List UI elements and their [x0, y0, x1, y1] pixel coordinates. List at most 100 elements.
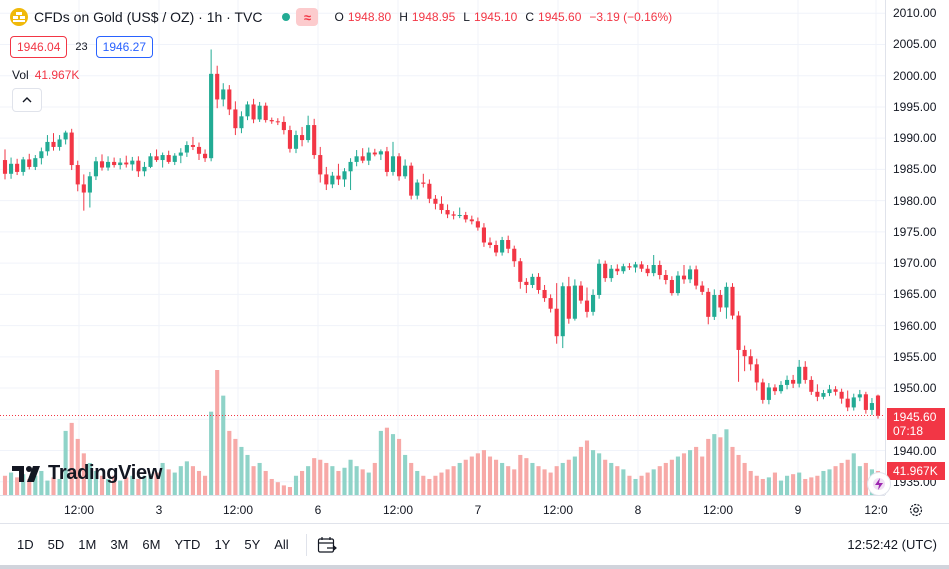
collapse-legend-button[interactable]: [12, 88, 42, 112]
volume-bar: [233, 438, 238, 495]
bottom-border: [0, 565, 949, 569]
volume-bar: [457, 462, 462, 495]
candle-body: [99, 161, 105, 168]
candle-body: [615, 268, 620, 272]
candle-body: [9, 163, 14, 174]
candle-body: [657, 264, 662, 275]
volume-bar: [57, 478, 62, 495]
volume-bar: [178, 466, 183, 495]
volume-bar: [148, 474, 153, 495]
range-button-all[interactable]: All: [274, 537, 289, 552]
flash-icon[interactable]: [867, 472, 891, 496]
volume-bar: [548, 472, 553, 495]
candle-body: [318, 155, 323, 175]
candle-body: [69, 132, 74, 166]
volume-bar: [512, 469, 517, 495]
candle-body: [342, 171, 347, 180]
volume-bar: [130, 475, 135, 495]
gear-icon[interactable]: [906, 500, 926, 520]
candle-body: [87, 176, 92, 193]
range-button-3m[interactable]: 3M: [110, 537, 129, 552]
volume-bar: [463, 459, 468, 495]
price-tick-label: 1950.00: [893, 381, 937, 396]
candle-body: [475, 221, 480, 228]
volume-bar: [772, 472, 777, 495]
candle-body: [572, 285, 577, 319]
volume-bar: [69, 422, 74, 495]
volume-bar: [257, 462, 262, 495]
candle-body: [833, 389, 838, 392]
volume-legend: Vol 41.967K: [12, 68, 79, 82]
range-button-1y[interactable]: 1Y: [214, 537, 231, 552]
chevron-up-icon: [22, 97, 32, 103]
candle-body: [451, 214, 456, 216]
price-tick-label: 1975.00: [893, 224, 937, 239]
range-button-1m[interactable]: 1M: [78, 537, 97, 552]
tradingview-logo-icon: [12, 465, 40, 482]
candle-body: [754, 364, 759, 383]
range-button-5y[interactable]: 5Y: [244, 537, 261, 552]
candle-body: [21, 159, 26, 172]
volume-bar: [791, 474, 796, 495]
candle-body: [336, 175, 341, 180]
time-tick-label: 12:00: [382, 503, 414, 517]
candle-body: [609, 268, 614, 279]
volume-bar: [530, 462, 535, 495]
candle-body: [306, 125, 311, 141]
range-button-1d[interactable]: 1D: [17, 537, 34, 552]
calendar-icon[interactable]: [317, 536, 337, 554]
close-value: 1945.60: [538, 10, 582, 24]
range-button-ytd[interactable]: YTD: [174, 537, 201, 552]
candle-body: [512, 248, 517, 262]
candle-body: [124, 162, 129, 165]
volume-bar: [106, 478, 111, 495]
volume-bar: [518, 454, 523, 495]
delayed-data-badge[interactable]: ≈: [296, 8, 319, 26]
candle-body: [487, 242, 493, 246]
price-tick-label: 1970.00: [893, 256, 937, 271]
sell-button[interactable]: 1946.04: [10, 36, 68, 58]
volume-bar: [827, 469, 832, 495]
candle-body: [663, 274, 668, 280]
time-tick-label: 12:00: [222, 503, 254, 517]
candle-body: [118, 162, 123, 166]
volume-bar: [536, 466, 541, 495]
volume-bar: [330, 466, 335, 495]
price-tick-label: 2005.00: [893, 37, 937, 52]
bid-ask-panel: 1946.04 23 1946.27: [10, 36, 154, 58]
candle-body: [675, 275, 680, 294]
price-chart[interactable]: [0, 0, 885, 495]
volume-bar: [312, 458, 317, 495]
candle-body: [718, 294, 723, 308]
candle-body: [524, 281, 529, 285]
candle-body: [700, 285, 705, 292]
tradingview-logo[interactable]: TradingView: [12, 462, 162, 485]
symbol-title[interactable]: CFDs on Gold (US$ / OZ) · 1h · TVC: [34, 9, 263, 25]
chart-area[interactable]: CFDs on Gold (US$ / OZ) · 1h · TVC ≈ O 19…: [0, 0, 885, 495]
volume-bar: [633, 478, 638, 495]
time-tick-label: 6: [314, 503, 322, 517]
volume-bar: [160, 462, 165, 495]
volume-bar: [560, 462, 565, 495]
candle-body: [239, 116, 244, 129]
symbol-legend: CFDs on Gold (US$ / OZ) · 1h · TVC ≈ O 19…: [10, 8, 672, 26]
time-tick-label: 12:00: [63, 503, 95, 517]
volume-bar: [384, 427, 389, 495]
buy-button[interactable]: 1946.27: [95, 36, 154, 58]
volume-bar: [700, 456, 705, 495]
volume-bar: [500, 462, 505, 495]
volume-bar: [318, 459, 323, 495]
candle-body: [257, 105, 262, 120]
open-label: O: [334, 10, 344, 24]
volume-bar: [724, 429, 729, 495]
volume-bar: [2, 475, 8, 495]
candle-body: [803, 366, 808, 380]
range-button-6m[interactable]: 6M: [142, 537, 161, 552]
price-tick-label: 1960.00: [893, 318, 937, 333]
time-scale[interactable]: 12:00 3 12:00 6 12:00 7 12:00 8 12:00 9 12:0: [0, 495, 888, 523]
time-tick-label: 7: [474, 503, 482, 517]
utc-clock[interactable]: 12:52:42 (UTC): [847, 537, 937, 552]
candle-body: [542, 289, 547, 299]
range-button-5d[interactable]: 5D: [47, 537, 65, 552]
price-tick-label: 2000.00: [893, 68, 937, 83]
